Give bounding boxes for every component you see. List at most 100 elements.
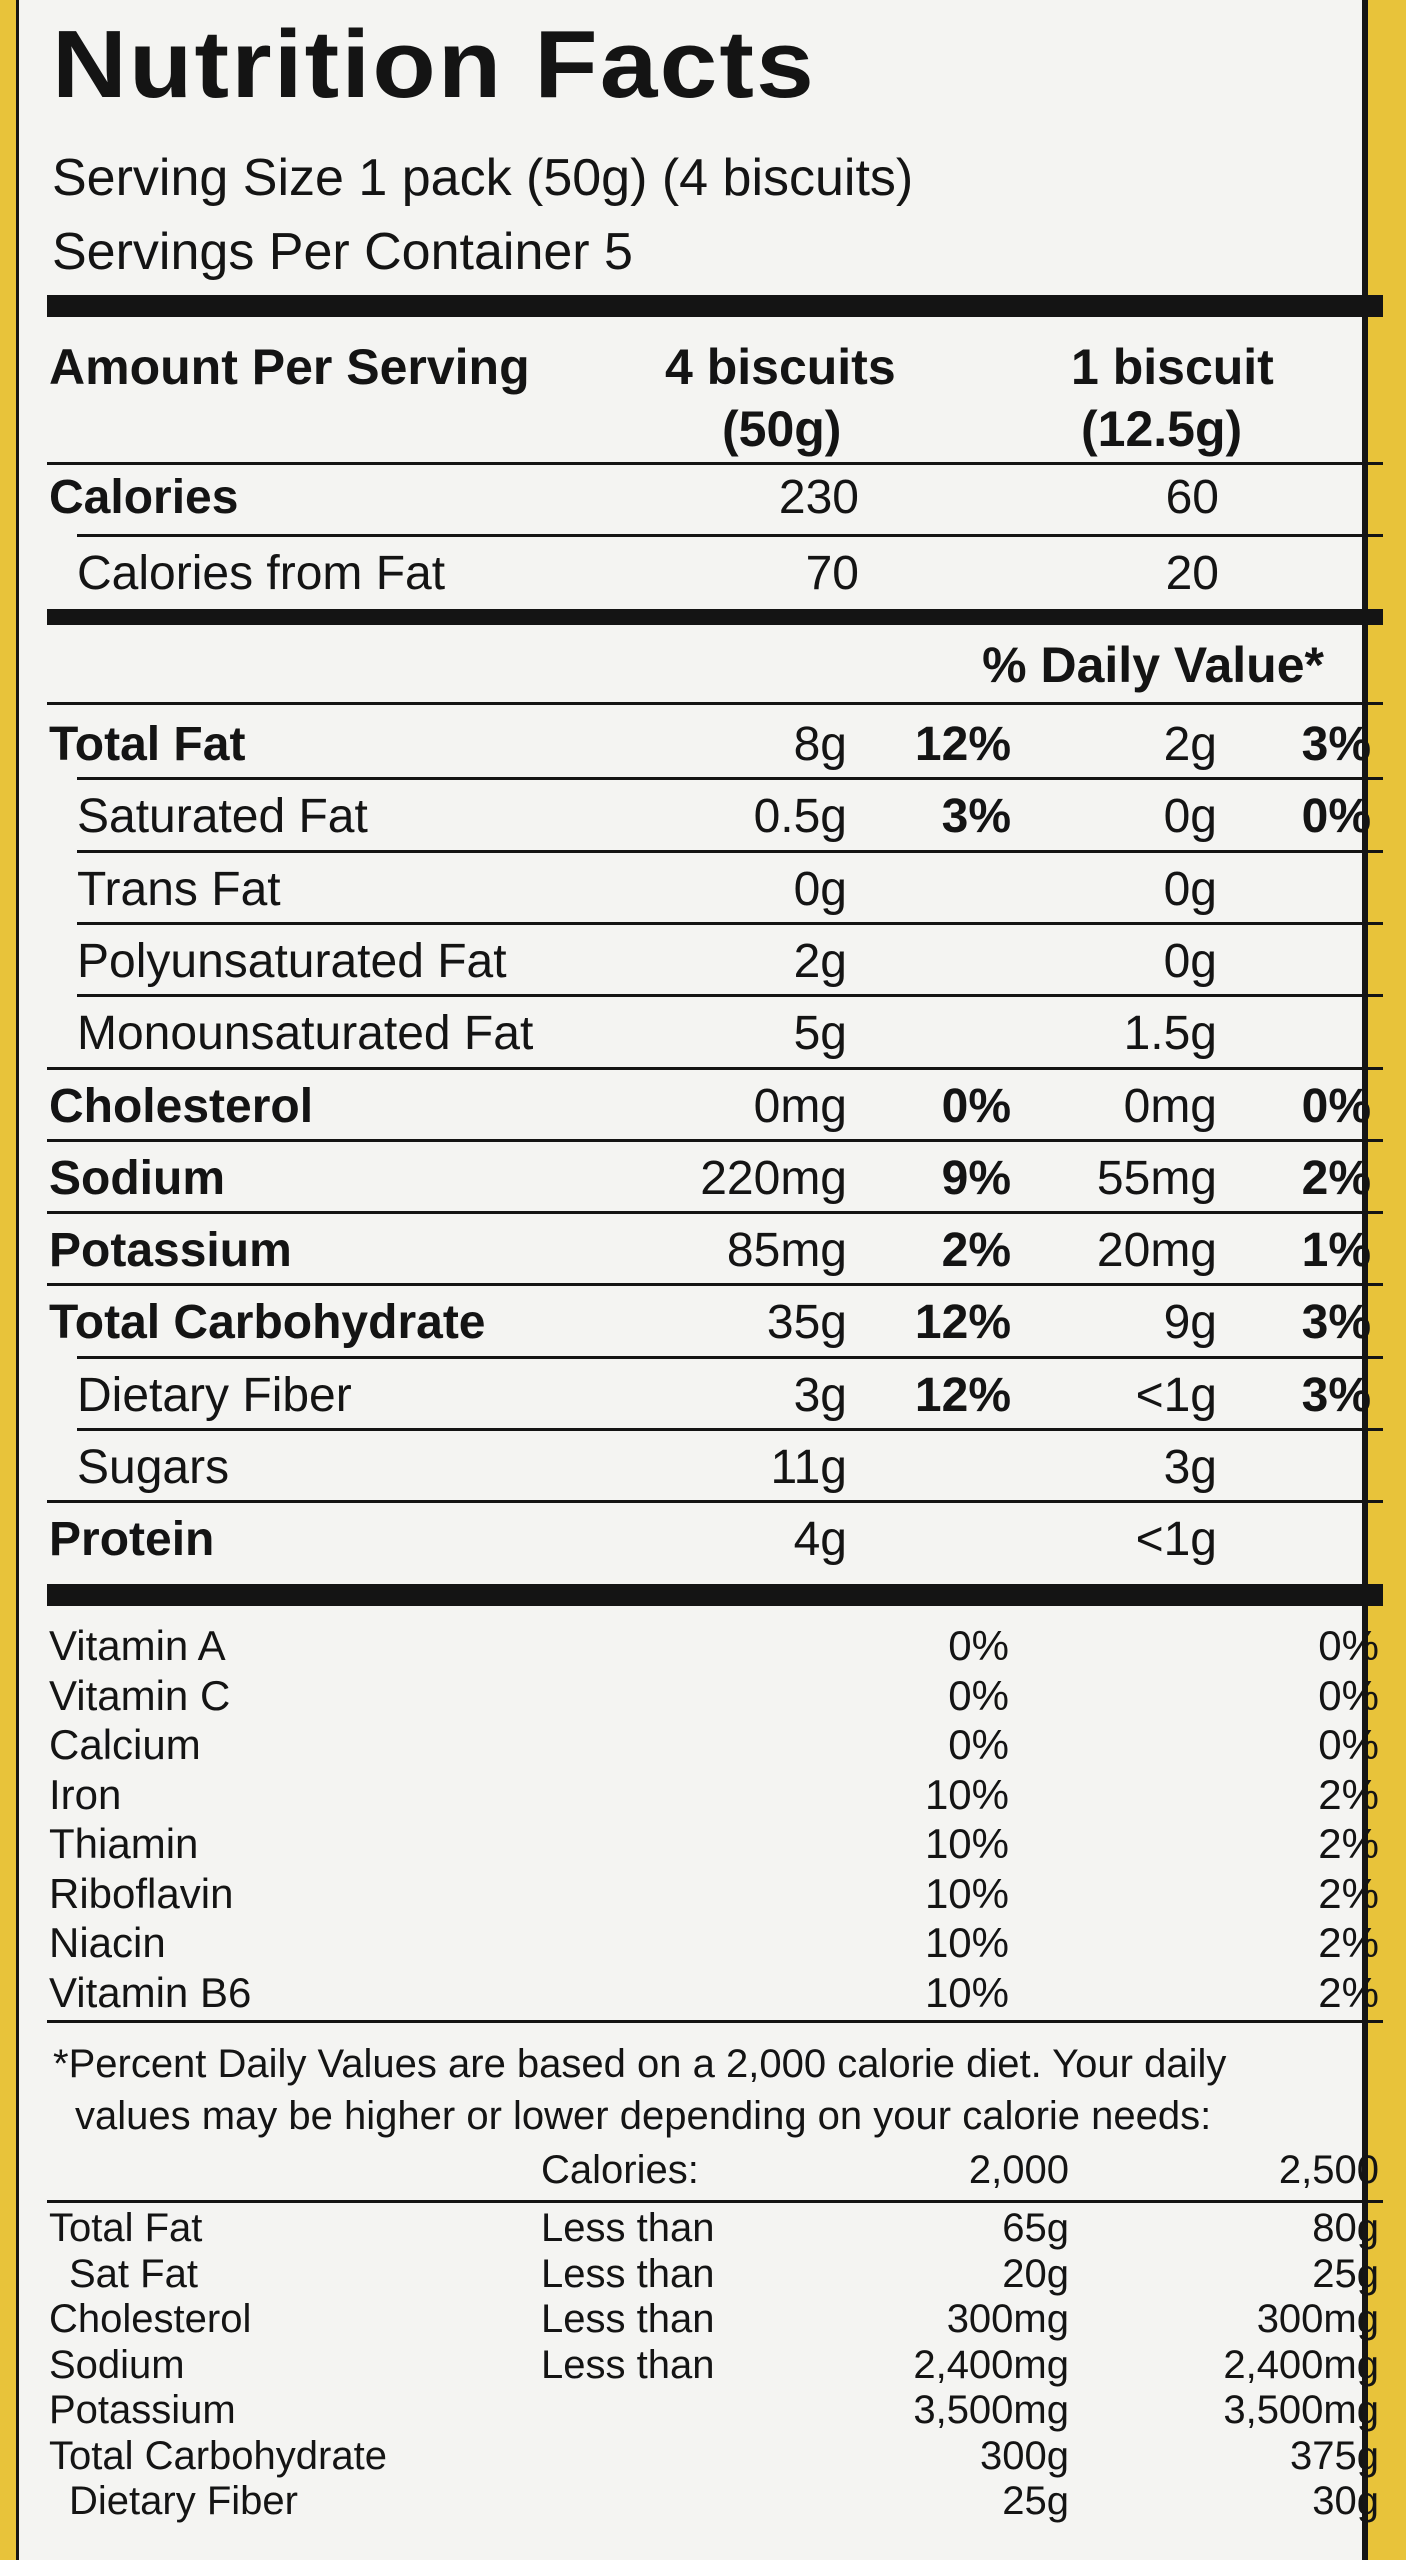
divider [47,462,1383,465]
reference-value-2500: 2,400mg [1223,2342,1379,2387]
nutrient-percent-1-biscuit: 1% [1301,1224,1371,1278]
nutrient-amount-4-biscuits: 5g [793,1007,847,1061]
reference-label: Sat Fat [69,2251,198,2296]
nutrient-label: Sugars [77,1441,230,1494]
divider [77,994,1383,998]
divider [77,534,1383,537]
nutrient-label: Monounsaturated Fat [77,1007,534,1061]
daily-value-header: % Daily Value* [982,637,1324,693]
reference-value-2000: 65g [1002,2206,1069,2250]
calories-from-fat-label: Calories from Fat [77,547,446,600]
nutrient-amount-1-biscuit: 20mg [1096,1224,1217,1278]
reference-label: Total Fat [49,2206,203,2250]
col2-header-line1: 1 biscuit [1071,339,1274,395]
reference-calories-2000: 2,000 [968,2148,1069,2192]
reference-label: Cholesterol [49,2297,252,2341]
reference-qualifier: Less than [541,2297,715,2341]
nutrient-amount-4-biscuits: 11g [770,1441,847,1494]
reference-qualifier: Less than [541,2251,715,2296]
divider [47,1283,1383,1287]
calories-from-fat-value-1-biscuit: 20 [1165,547,1219,600]
nutrient-percent-4-biscuits: 12% [914,1296,1011,1350]
nutrient-percent-4-biscuits: 12% [914,718,1011,771]
divider [77,1428,1383,1431]
divider [77,1355,1383,1359]
reference-value-2000: 25g [1002,2479,1069,2523]
nutrient-amount-1-biscuit: 55mg [1096,1151,1217,1205]
nutrient-label: Total Fat [49,718,246,771]
reference-value-2500: 375g [1290,2433,1379,2478]
footnote-line2: values may be higher or lower depending … [75,2094,1212,2138]
divider [47,1066,1383,1070]
vitamin-percent-1-biscuit: 0% [1318,1622,1379,1669]
vitamin-percent-1-biscuit: 2% [1318,1968,1379,2016]
vitamin-label: Riboflavin [49,1869,234,1917]
divider [47,2200,1383,2203]
divider [47,2020,1383,2023]
medium-divider [47,609,1383,625]
nutrient-percent-1-biscuit: 3% [1301,1296,1371,1350]
calories-value-4-biscuits: 230 [778,471,859,524]
reference-value-2500: 300mg [1256,2297,1379,2341]
reference-calories-label: Calories: [541,2148,699,2192]
reference-value-2000: 20g [1002,2251,1069,2296]
nutrient-amount-4-biscuits: 220mg [700,1151,847,1205]
reference-value-2500: 80g [1312,2206,1379,2250]
reference-value-2000: 2,400mg [913,2342,1069,2387]
nutrient-percent-4-biscuits: 9% [941,1151,1011,1205]
reference-value-2000: 300g [980,2433,1069,2478]
nutrient-amount-1-biscuit: 0g [1163,862,1217,916]
nutrient-percent-4-biscuits: 3% [941,790,1011,844]
nutrient-amount-4-biscuits: 3g [793,1368,847,1422]
divider [47,702,1383,705]
nutrient-amount-1-biscuit: 1.5g [1123,1007,1217,1061]
nutrient-amount-4-biscuits: 35g [766,1296,847,1350]
col2-header-line2: (12.5g) [1081,401,1243,457]
nutrient-percent-1-biscuit: 2% [1301,1151,1371,1205]
amount-per-serving-label: Amount Per Serving [49,339,530,395]
nutrient-amount-4-biscuits: 85mg [726,1224,847,1278]
nutrient-amount-4-biscuits: 0mg [753,1079,847,1133]
nutrient-label: Dietary Fiber [77,1368,352,1422]
vitamin-percent-4-biscuits: 0% [948,1671,1009,1719]
vitamin-label: Thiamin [49,1820,199,1867]
nutrient-percent-1-biscuit: 3% [1301,1368,1371,1422]
servings-per-container: Servings Per Container 5 [52,223,633,281]
reference-label: Total Carbohydrate [49,2433,387,2478]
vitamin-percent-4-biscuits: 10% [924,1770,1009,1818]
nutrient-label: Total Carbohydrate [49,1296,486,1350]
footnote-line1: *Percent Daily Values are based on a 2,0… [53,2042,1227,2086]
nutrient-percent-1-biscuit: 0% [1301,790,1371,844]
col1-header-line1: 4 biscuits [665,339,896,395]
reference-qualifier: Less than [541,2206,715,2250]
nutrient-amount-4-biscuits: 8g [793,718,847,771]
nutrient-percent-4-biscuits: 12% [914,1368,1011,1422]
nutrient-label: Saturated Fat [77,790,368,844]
divider [47,1138,1383,1142]
vitamin-label: Vitamin B6 [49,1968,252,2016]
thick-divider-top [47,295,1383,317]
vitamin-percent-4-biscuits: 0% [948,1721,1009,1768]
nutrient-percent-1-biscuit: 0% [1301,1079,1371,1133]
nutrient-amount-1-biscuit: <1g [1135,1368,1217,1422]
serving-size: Serving Size 1 pack (50g) (4 biscuits) [52,149,914,207]
nutrient-label: Sodium [49,1151,225,1205]
reference-value-2000: 300mg [946,2297,1069,2341]
nutrient-label: Potassium [49,1224,292,1278]
vitamin-label: Calcium [49,1721,201,1768]
divider [77,849,1383,853]
nutrient-amount-4-biscuits: 0.5g [753,790,847,844]
col1-header-line2: (50g) [722,401,842,457]
vitamin-percent-1-biscuit: 2% [1318,1770,1379,1818]
nutrient-label: Trans Fat [77,862,281,916]
reference-label: Sodium [49,2342,185,2387]
vitamin-percent-1-biscuit: 2% [1318,1820,1379,1867]
reference-label: Dietary Fiber [69,2479,298,2523]
divider [77,921,1383,925]
vitamin-percent-4-biscuits: 0% [948,1622,1009,1669]
vitamin-percent-4-biscuits: 10% [924,1869,1009,1917]
nutrient-amount-1-biscuit: 0mg [1123,1079,1217,1133]
nutrient-label: Polyunsaturated Fat [77,934,507,988]
nutrient-amount-1-biscuit: 0g [1163,934,1217,988]
reference-value-2000: 3,500mg [913,2388,1069,2432]
